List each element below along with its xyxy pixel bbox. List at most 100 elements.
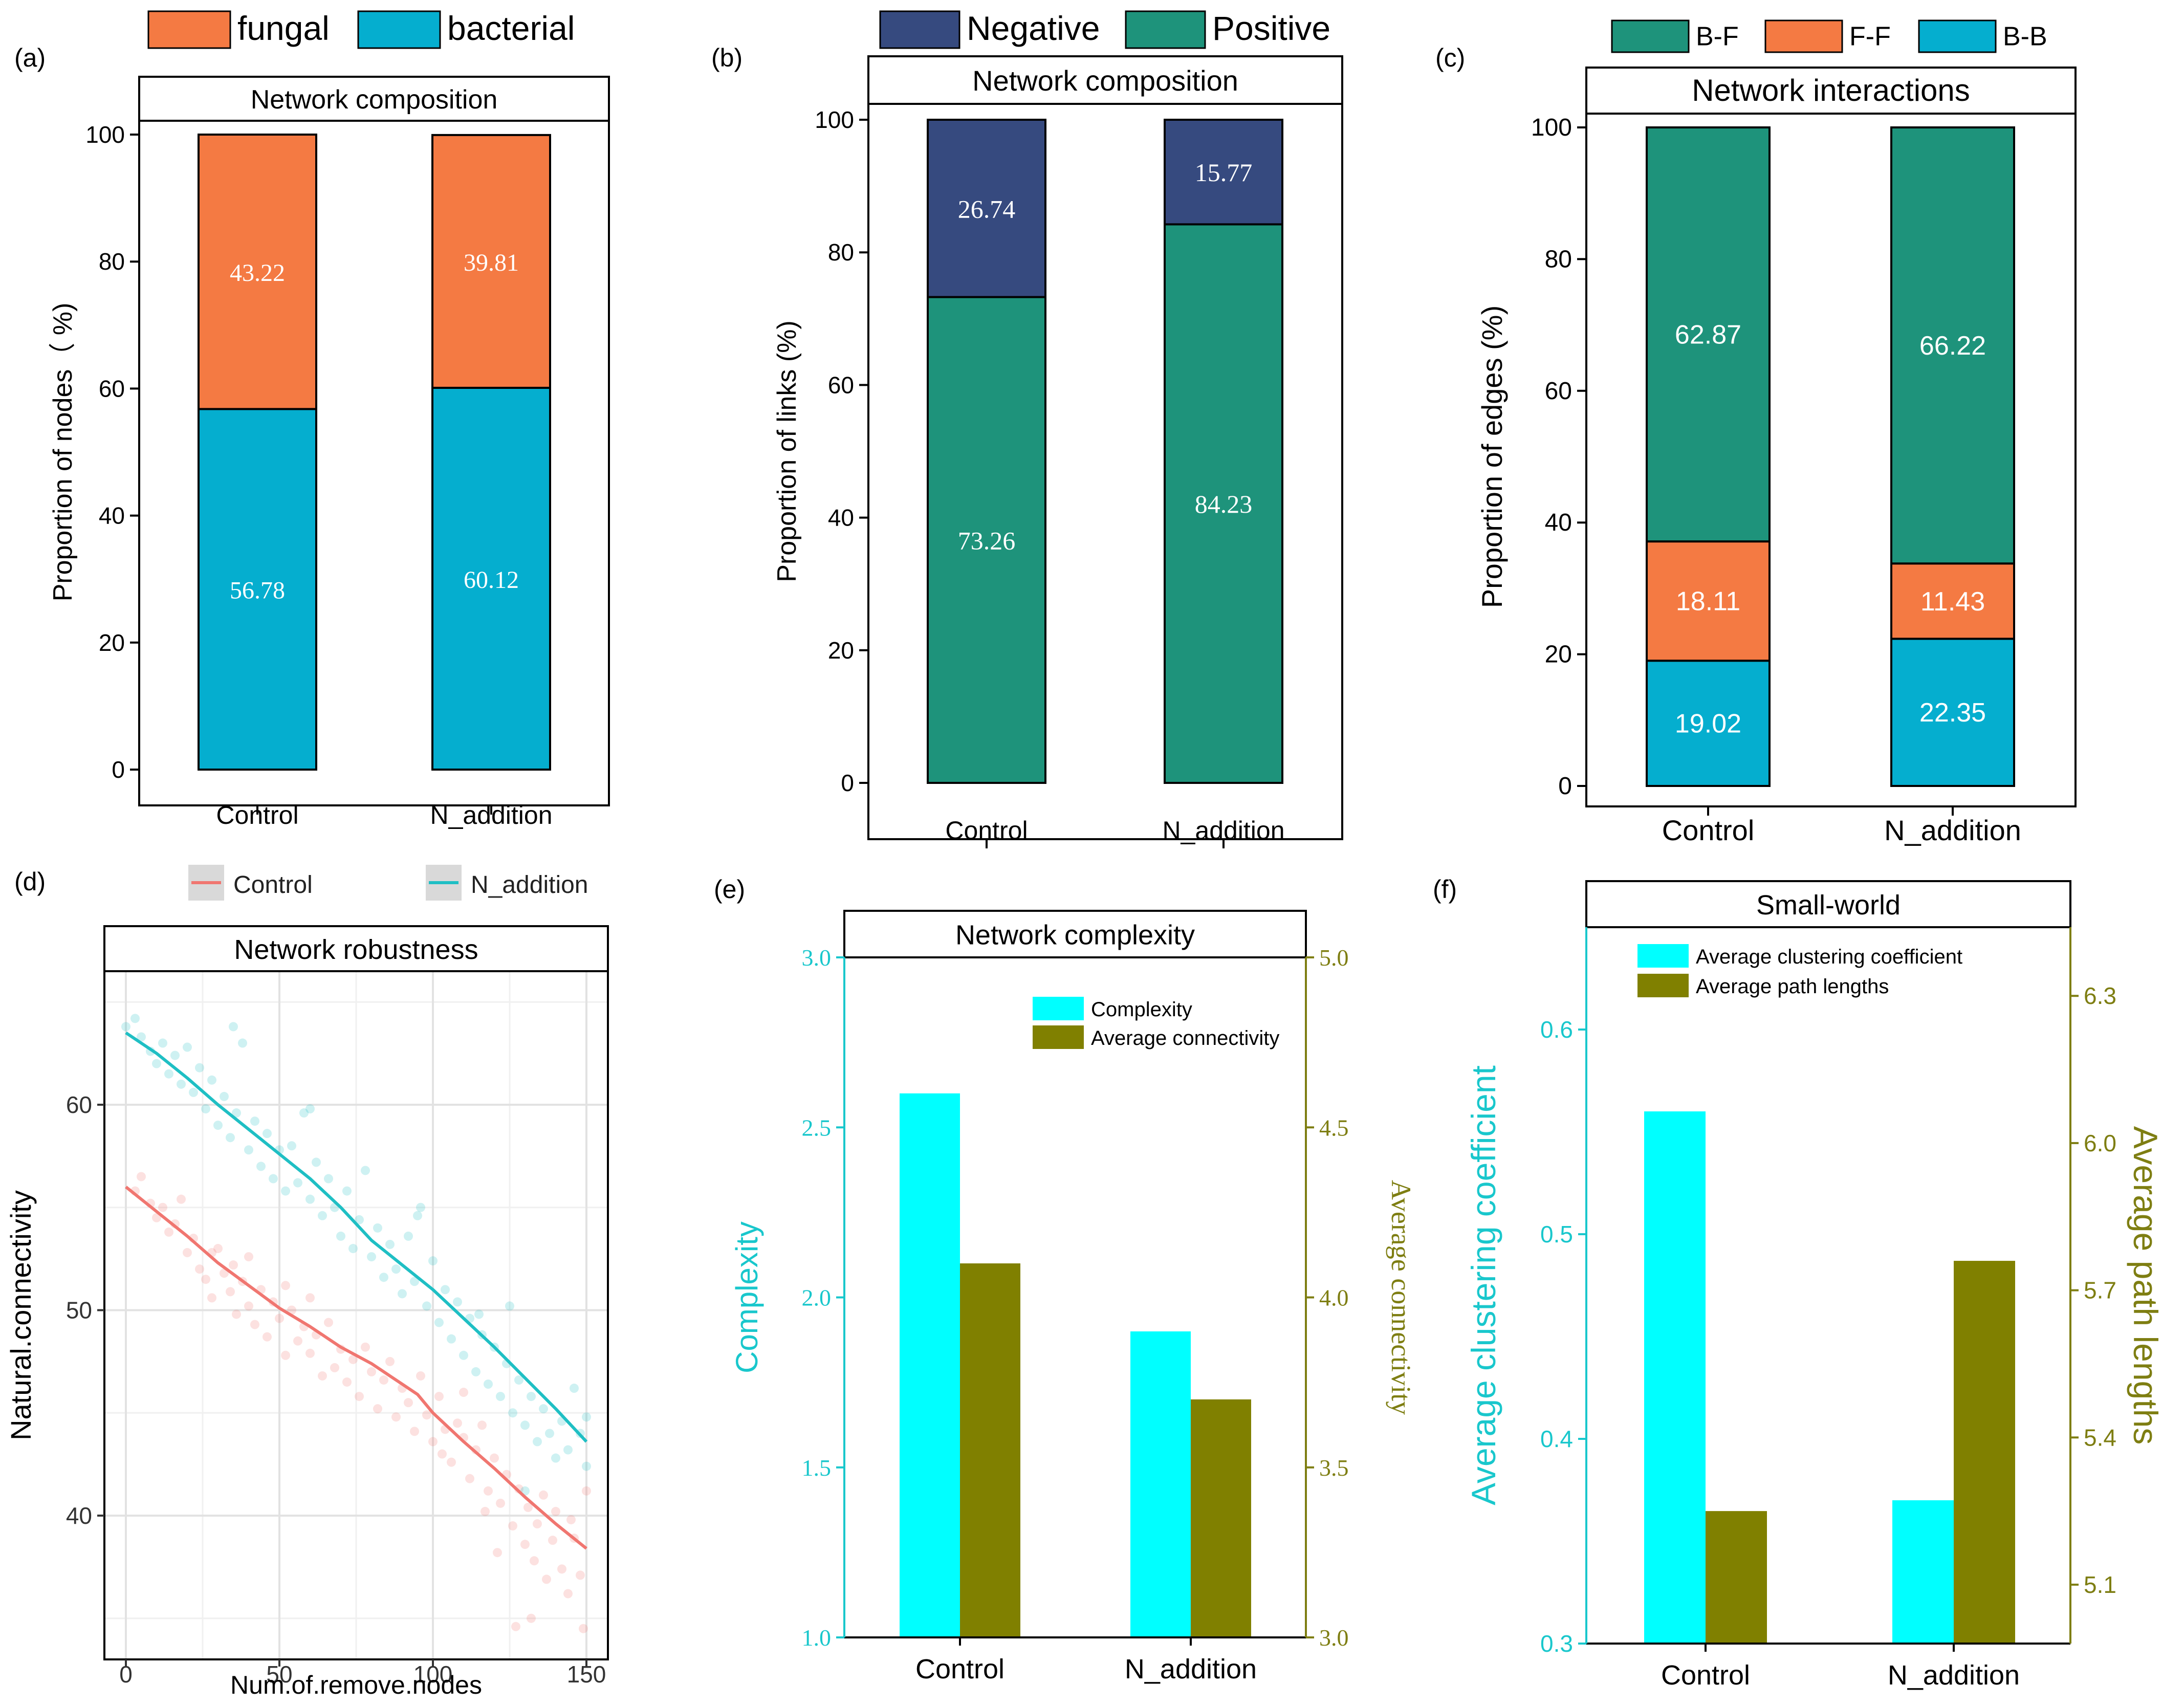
x-tick-label: Control bbox=[945, 816, 1028, 845]
scatter-point-control_line bbox=[477, 1420, 487, 1430]
y-tick-label-right: 4.5 bbox=[1319, 1114, 1349, 1141]
scatter-point-control_line bbox=[520, 1540, 530, 1549]
scatter-point-control_line bbox=[548, 1536, 557, 1545]
scatter-point-naddition_line bbox=[453, 1297, 462, 1307]
legend-label-negative: Negative bbox=[967, 9, 1100, 47]
bar-ff bbox=[1646, 540, 1771, 662]
chart-title: Network robustness bbox=[234, 934, 478, 965]
legend-swatch-bacterial bbox=[357, 10, 441, 49]
scatter-point-naddition_line bbox=[563, 1445, 573, 1455]
y-tick-label: 40 bbox=[99, 502, 125, 529]
scatter-point-naddition_line bbox=[269, 1174, 278, 1184]
scatter-point-naddition_line bbox=[474, 1309, 484, 1319]
x-tick-label: 50 bbox=[266, 1661, 292, 1688]
x-tick-label: Control bbox=[1662, 814, 1755, 846]
data-label: 22.35 bbox=[1919, 698, 1986, 728]
data-label: 73.26 bbox=[958, 526, 1016, 555]
scatter-point-control_line bbox=[305, 1348, 315, 1358]
scatter-point-naddition_line bbox=[582, 1461, 591, 1471]
scatter-point-naddition_line bbox=[527, 1392, 536, 1402]
data-label: 26.74 bbox=[958, 194, 1016, 223]
scatter-point-naddition_line bbox=[570, 1384, 579, 1393]
y-tick-label-left: 0.6 bbox=[1540, 1016, 1573, 1043]
scatter-point-naddition_line bbox=[305, 1194, 315, 1204]
scatter-point-naddition_line bbox=[232, 1108, 241, 1118]
scatter-point-control_line bbox=[293, 1336, 302, 1346]
y-tick-label-right: 5.4 bbox=[2084, 1424, 2116, 1451]
scatter-point-naddition_line bbox=[287, 1141, 296, 1151]
scatter-point-control_line bbox=[275, 1314, 284, 1323]
scatter-point-naddition_line bbox=[496, 1392, 505, 1402]
scatter-point-control_line bbox=[416, 1371, 425, 1381]
scatter-point-naddition_line bbox=[447, 1334, 456, 1344]
scatter-point-control_line bbox=[582, 1486, 591, 1496]
bar-bacterial bbox=[431, 386, 551, 771]
scatter-point-naddition_line bbox=[312, 1157, 321, 1167]
bar-negative bbox=[927, 119, 1046, 298]
scatter-point-naddition_line bbox=[229, 1022, 238, 1032]
scatter-point-control_line bbox=[152, 1213, 161, 1222]
chart-title: Small-world bbox=[1756, 890, 1901, 921]
scatter-point-control_line bbox=[207, 1293, 216, 1303]
scatter-point-naddition_line bbox=[201, 1104, 210, 1113]
scatter-point-control_line bbox=[422, 1410, 431, 1420]
x-tick-label: 0 bbox=[119, 1661, 133, 1688]
scatter-point-naddition_line bbox=[336, 1231, 345, 1241]
legend-swatch-cyan bbox=[1637, 944, 1689, 968]
scatter-point-control_line bbox=[428, 1437, 438, 1447]
scatter-point-control_line bbox=[348, 1354, 358, 1364]
data-label: 39.81 bbox=[464, 249, 519, 276]
legend-label-ff: F-F bbox=[1849, 21, 1891, 51]
y-tick-label: 100 bbox=[1531, 114, 1572, 141]
y-axis-label-left: Average clustering coefficient bbox=[1465, 1065, 1502, 1505]
scatter-point-control_line bbox=[484, 1486, 493, 1496]
scatter-point-naddition_line bbox=[413, 1211, 422, 1220]
y-tick-label: 80 bbox=[99, 248, 125, 275]
y-tick-label: 40 bbox=[1545, 509, 1572, 536]
y-tick-label-right: 6.3 bbox=[2084, 982, 2116, 1009]
scatter-point-naddition_line bbox=[355, 1215, 364, 1224]
bar-fungal bbox=[431, 134, 551, 389]
x-tick-label: 150 bbox=[567, 1661, 606, 1688]
scatter-point-naddition_line bbox=[226, 1133, 235, 1143]
scatter-point-control_line bbox=[447, 1457, 456, 1467]
x-tick-label: N_addition bbox=[1125, 1654, 1257, 1684]
y-tick-label-right: 5.1 bbox=[2084, 1571, 2116, 1598]
y-tick-label: 60 bbox=[99, 375, 125, 402]
scatter-point-naddition_line bbox=[361, 1166, 370, 1175]
scatter-point-naddition_line bbox=[130, 1014, 140, 1023]
y-tick-label: 60 bbox=[828, 371, 854, 398]
legend-swatch-ff bbox=[1764, 19, 1843, 53]
scatter-point-control_line bbox=[318, 1371, 327, 1381]
scatter-point-naddition_line bbox=[250, 1117, 259, 1126]
title-strip bbox=[867, 55, 1343, 105]
title-strip bbox=[1585, 67, 2077, 115]
scatter-point-control_line bbox=[490, 1453, 499, 1463]
scatter-point-naddition_line bbox=[484, 1380, 493, 1389]
bar-olive bbox=[1706, 1511, 1767, 1644]
x-tick-label: N_addition bbox=[1162, 816, 1284, 845]
scatter-point-naddition_line bbox=[121, 1022, 130, 1032]
data-label: 56.78 bbox=[230, 577, 285, 604]
scatter-point-control_line bbox=[361, 1342, 370, 1352]
scatter-point-control_line bbox=[508, 1521, 517, 1531]
scatter-point-control_line bbox=[438, 1449, 447, 1459]
data-label: 11.43 bbox=[1920, 587, 1985, 617]
panel-d: (d) Control N_addition Network robustness 0 5… bbox=[5, 865, 609, 1699]
panel-e: (e) Network complexity Control N_addition 1.… bbox=[714, 875, 1416, 1684]
y-tick-label: 40 bbox=[66, 1502, 92, 1529]
y-tick-label: 20 bbox=[828, 637, 854, 664]
scatter-point-control_line bbox=[342, 1377, 352, 1387]
scatter-point-naddition_line bbox=[263, 1129, 272, 1139]
scatter-point-control_line bbox=[183, 1248, 192, 1258]
scatter-point-control_line bbox=[539, 1490, 548, 1500]
scatter-point-naddition_line bbox=[428, 1256, 438, 1266]
scatter-point-control_line bbox=[511, 1622, 520, 1631]
legend-label-bacterial: bacterial bbox=[447, 9, 575, 47]
legend-label: Average path lengths bbox=[1696, 975, 1889, 998]
scatter-point-control_line bbox=[137, 1172, 146, 1181]
data-label: 66.22 bbox=[1919, 331, 1986, 361]
scatter-point-naddition_line bbox=[348, 1244, 358, 1254]
plot-frame bbox=[138, 120, 610, 806]
